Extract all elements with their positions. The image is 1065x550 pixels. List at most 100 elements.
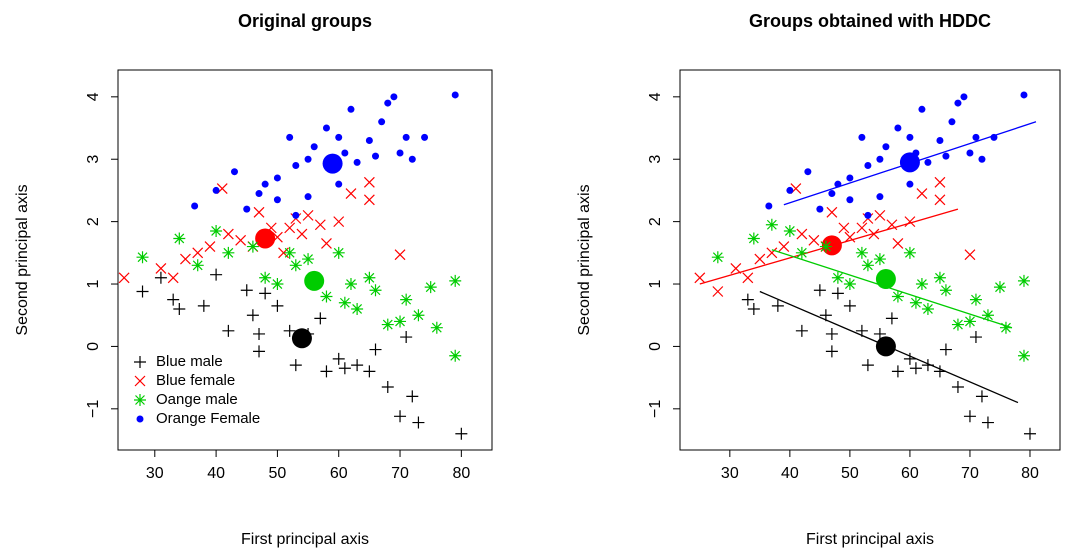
legend-marker xyxy=(136,415,144,423)
point xyxy=(828,190,836,198)
point xyxy=(273,196,281,204)
point xyxy=(909,296,922,309)
point xyxy=(180,253,191,265)
point xyxy=(412,416,425,429)
point xyxy=(934,176,946,188)
group-center xyxy=(875,336,896,357)
point xyxy=(909,362,922,375)
point xyxy=(813,284,826,297)
point xyxy=(825,327,838,340)
point xyxy=(424,281,437,294)
point xyxy=(322,124,330,132)
point xyxy=(795,324,808,337)
legend-label: Blue female xyxy=(156,372,235,389)
point xyxy=(222,246,235,259)
point xyxy=(831,271,844,284)
point xyxy=(255,190,263,198)
y-tick-label: 1 xyxy=(647,279,664,288)
point xyxy=(230,168,238,176)
point xyxy=(906,180,914,188)
point xyxy=(259,287,272,300)
x-tick-label: 60 xyxy=(330,465,348,482)
x-tick-label: 40 xyxy=(781,465,799,482)
point xyxy=(838,222,850,234)
point xyxy=(993,281,1006,294)
point xyxy=(289,259,302,272)
point xyxy=(786,186,794,194)
x-tick-label: 50 xyxy=(841,465,859,482)
point xyxy=(975,390,988,403)
point xyxy=(402,133,410,141)
point xyxy=(204,241,216,253)
point xyxy=(742,272,754,284)
y-tick-label: 3 xyxy=(647,155,664,164)
point xyxy=(363,176,375,188)
y-axis-label: Second principal axis xyxy=(14,184,31,335)
point xyxy=(765,218,778,231)
point xyxy=(921,302,934,315)
legend-marker xyxy=(134,375,146,387)
point xyxy=(969,331,982,344)
legend-label: Blue male xyxy=(156,353,223,370)
regression-line xyxy=(771,249,1013,329)
point xyxy=(969,293,982,306)
point xyxy=(240,284,253,297)
chart-title: Original groups xyxy=(238,11,372,31)
group-center xyxy=(291,328,312,349)
x-tick-label: 70 xyxy=(391,465,409,482)
point xyxy=(694,272,706,284)
point xyxy=(861,259,874,272)
point xyxy=(273,174,281,182)
y-tick-label: 4 xyxy=(647,92,664,101)
point xyxy=(304,193,312,201)
point xyxy=(966,149,974,157)
point xyxy=(304,155,312,163)
point xyxy=(394,410,407,423)
point xyxy=(778,241,790,253)
point xyxy=(246,309,259,322)
point xyxy=(795,246,808,259)
point xyxy=(338,362,351,375)
point xyxy=(918,105,926,113)
point xyxy=(846,196,854,204)
point xyxy=(831,287,844,300)
point xyxy=(332,352,345,365)
point xyxy=(954,99,962,107)
y-tick-label: 0 xyxy=(647,342,664,351)
point xyxy=(253,327,266,340)
point xyxy=(310,143,318,151)
point xyxy=(136,285,149,298)
point xyxy=(951,318,964,331)
point xyxy=(344,278,357,291)
group-center xyxy=(875,269,896,290)
x-tick-label: 80 xyxy=(452,465,470,482)
point xyxy=(826,206,838,218)
point xyxy=(412,309,425,322)
point xyxy=(302,209,314,221)
point xyxy=(394,249,406,261)
point xyxy=(843,299,856,312)
point xyxy=(981,416,994,429)
point xyxy=(711,251,724,264)
point xyxy=(963,315,976,328)
plot-frame xyxy=(679,69,1061,451)
point xyxy=(369,284,382,297)
point xyxy=(400,293,413,306)
point xyxy=(406,390,419,403)
point xyxy=(730,262,742,274)
point xyxy=(766,247,778,259)
point xyxy=(341,149,349,157)
y-tick-label: 4 xyxy=(85,92,102,101)
point xyxy=(449,349,462,362)
point xyxy=(972,133,980,141)
point xyxy=(369,343,382,356)
point xyxy=(335,133,343,141)
point xyxy=(939,284,952,297)
point xyxy=(351,302,364,315)
point xyxy=(289,359,302,372)
x-tick-label: 30 xyxy=(721,465,739,482)
point xyxy=(192,247,204,259)
point xyxy=(455,427,468,440)
point xyxy=(846,174,854,182)
